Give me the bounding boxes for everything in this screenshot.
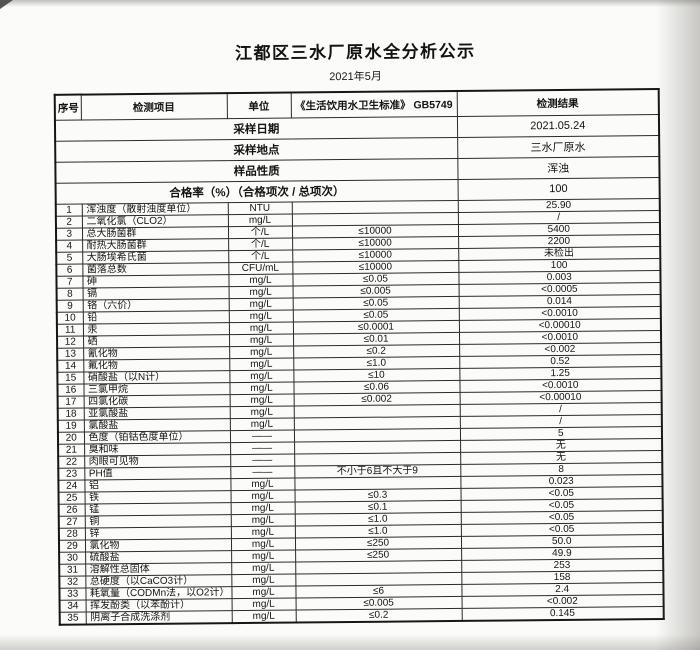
cell-seq: 21 (58, 444, 85, 457)
cell-seq: 25 (58, 492, 85, 505)
cell-seq: 24 (58, 480, 85, 493)
cell-unit: —— (230, 454, 295, 467)
cell-seq: 1 (55, 204, 82, 217)
cell-unit: —— (229, 430, 295, 443)
cell-seq: 8 (56, 288, 83, 301)
cell-unit: mg/L (229, 406, 294, 419)
cell-seq: 28 (58, 528, 85, 541)
cell-item: 阴离子合成洗涤剂 (85, 610, 232, 625)
cell-unit: mg/L (228, 322, 294, 335)
cell-unit: mg/L (231, 574, 296, 587)
cell-seq: 12 (57, 336, 84, 349)
cell-unit: 个/L (228, 238, 293, 251)
report-month: 2021年5月 (329, 70, 382, 84)
cell-unit: mg/L (228, 298, 293, 311)
cell-seq: 33 (59, 588, 86, 601)
results-section: 1 浑浊度（散射浊度单位） NTU 25.90 2 二氧化氯（CLO2） mg/L/3 总大肠… (55, 198, 664, 625)
cell-unit: CFU/mL (228, 262, 293, 275)
cell-seq: 20 (57, 432, 85, 445)
cell-seq: 29 (58, 540, 86, 553)
meta-value: 三水厂原水 (457, 135, 660, 159)
cell-unit: NTU (227, 202, 292, 215)
cell-standard: ≤0.2 (295, 608, 462, 623)
cell-seq: 27 (58, 516, 85, 529)
meta-value: 100 (457, 177, 660, 201)
column-header: 单位 (226, 92, 291, 119)
cell-seq: 30 (59, 552, 86, 565)
cell-seq: 14 (57, 360, 84, 373)
cell-seq: 31 (59, 564, 86, 577)
cell-seq: 16 (57, 384, 84, 397)
cell-result: 0.145 (461, 606, 664, 621)
cell-unit: mg/L (229, 358, 294, 371)
cell-seq: 18 (57, 408, 84, 421)
cell-unit: mg/L (228, 274, 293, 287)
cell-seq: 26 (58, 504, 85, 517)
cell-seq: 32 (59, 576, 86, 589)
cell-unit: mg/L (230, 502, 295, 515)
cell-unit: mg/L (229, 394, 294, 407)
report-header: 江都区三水厂原水全分析公示 2021年5月 (53, 35, 657, 87)
analysis-table: 采样日期 2021.05.24 采样地点 三水厂原水 样品性质 浑浊 合格率（%）（合格项次… (53, 88, 665, 626)
meta-value: 浑浊 (457, 156, 660, 180)
cell-seq: 6 (56, 264, 83, 277)
page-title: 江都区三水厂原水全分析公示 (234, 41, 476, 64)
cell-unit: mg/L (230, 538, 296, 551)
column-header: 检测结果 (456, 89, 659, 117)
cell-unit: mg/L (231, 598, 296, 611)
column-header: 序号 (54, 94, 81, 121)
cell-unit: mg/L (227, 214, 292, 227)
cell-seq: 4 (56, 240, 83, 253)
cell-unit: mg/L (230, 478, 295, 491)
cell-unit: mg/L (228, 286, 293, 299)
cell-unit: —— (230, 466, 295, 479)
cell-unit: mg/L (228, 310, 293, 323)
cell-unit: 个/L (227, 226, 293, 239)
cell-unit: mg/L (230, 526, 295, 539)
cell-seq: 15 (57, 372, 84, 385)
cell-seq: 11 (56, 324, 84, 337)
cell-seq: 10 (56, 312, 83, 325)
cell-seq: 34 (59, 600, 86, 613)
cell-seq: 2 (55, 216, 82, 229)
meta-section: 采样日期 2021.05.24 采样地点 三水厂原水 样品性质 浑浊 合格率（%）（合格项次… (54, 114, 660, 205)
cell-seq: 22 (58, 456, 85, 469)
cell-seq: 23 (58, 468, 85, 481)
cell-unit: 个/L (228, 250, 293, 263)
column-header: 《生活饮用水卫生标准》 GB5749 (290, 90, 457, 119)
cell-seq: 7 (56, 276, 83, 289)
meta-value: 2021.05.24 (456, 114, 660, 138)
cell-unit: mg/L (230, 514, 295, 527)
cell-seq: 3 (55, 228, 83, 241)
cell-unit: mg/L (231, 562, 296, 575)
cell-seq: 17 (57, 396, 84, 409)
cell-unit: mg/L (229, 334, 294, 347)
column-header: 检测项目 (80, 93, 227, 121)
cell-seq: 19 (57, 420, 84, 433)
cell-unit: mg/L (231, 586, 296, 599)
cell-unit: mg/L (229, 418, 294, 431)
cell-item: 耗氧量（CODMn法，以O2计） (85, 586, 232, 601)
cell-unit: mg/L (231, 550, 296, 563)
cell-unit: —— (230, 442, 295, 455)
cell-unit: mg/L (230, 490, 295, 503)
cell-seq: 9 (56, 300, 83, 313)
cell-seq: 13 (57, 348, 84, 361)
cell-unit: mg/L (229, 382, 294, 395)
cell-unit: mg/L (229, 346, 294, 359)
cell-seq: 5 (56, 252, 83, 265)
cell-unit: mg/L (231, 610, 296, 624)
cell-unit: mg/L (229, 370, 294, 383)
cell-seq: 35 (59, 612, 86, 625)
